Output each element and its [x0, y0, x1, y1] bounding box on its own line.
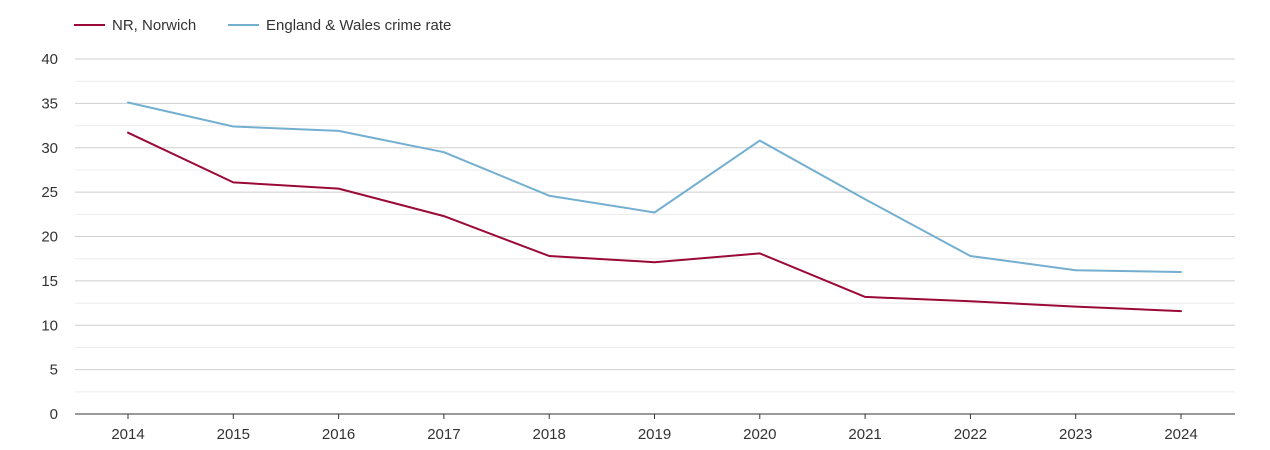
x-tick-label: 2016	[322, 426, 355, 443]
x-tick-label: 2015	[217, 426, 250, 443]
x-tick-label: 2020	[743, 426, 776, 443]
y-tick-label: 5	[50, 362, 58, 379]
x-tick-label: 2024	[1164, 426, 1197, 443]
y-tick-label: 20	[41, 229, 58, 246]
x-tick-label: 2021	[848, 426, 881, 443]
y-tick-label: 30	[41, 140, 58, 157]
series-line-0	[127, 131, 1182, 313]
y-tick-label: 0	[50, 406, 58, 423]
y-axis: 0 5 10 15 20 25 30 35 40	[41, 51, 58, 423]
x-tick-label: 2022	[954, 426, 987, 443]
x-axis: 2014 2015 2016 2017 2018 2019 2020 2021 2022 2023…	[75, 413, 1235, 443]
x-tick-label: 2023	[1059, 426, 1092, 443]
series-lines	[127, 101, 1182, 313]
legend-label[interactable]: England & Wales crime rate	[266, 17, 451, 34]
y-tick-label: 25	[41, 184, 58, 201]
y-tick-label: 10	[41, 317, 58, 334]
x-tick-label: 2017	[427, 426, 460, 443]
y-tick-label: 15	[41, 273, 58, 290]
x-tick-label: 2019	[638, 426, 671, 443]
x-tick-label: 2014	[111, 426, 144, 443]
x-tick-label: 2018	[533, 426, 566, 443]
legend-label[interactable]: NR, Norwich	[112, 17, 196, 34]
series-line-1	[127, 101, 1182, 273]
y-tick-label: 40	[41, 51, 58, 68]
legend: NR, Norwich England & Wales crime rate	[74, 17, 451, 34]
gridlines	[75, 58, 1235, 393]
y-tick-label: 35	[41, 95, 58, 112]
